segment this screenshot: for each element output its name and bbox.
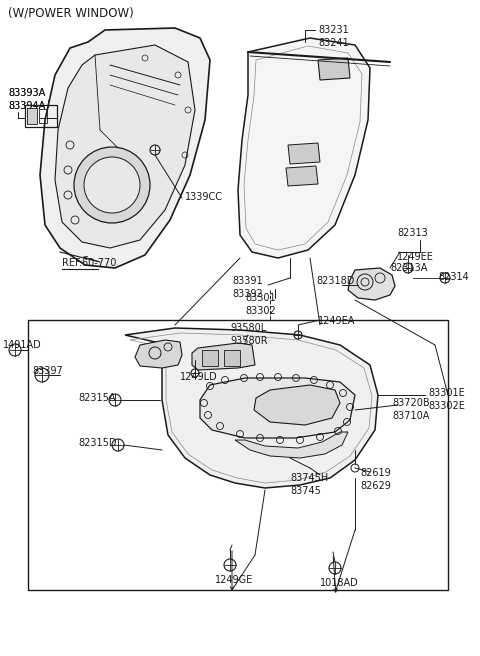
- Polygon shape: [224, 350, 240, 366]
- Polygon shape: [318, 58, 350, 80]
- Polygon shape: [348, 268, 395, 300]
- Bar: [27, 108, 37, 124]
- Text: 82313A: 82313A: [390, 263, 427, 273]
- Polygon shape: [55, 45, 195, 248]
- Text: (W/POWER WINDOW): (W/POWER WINDOW): [8, 6, 134, 19]
- Text: 83301E
83302E: 83301E 83302E: [428, 388, 465, 411]
- Text: 83397: 83397: [32, 366, 63, 376]
- Text: 1018AD: 1018AD: [320, 578, 359, 588]
- Text: 82313: 82313: [397, 228, 428, 238]
- Bar: [28, 320, 448, 590]
- Text: 82315A: 82315A: [78, 393, 116, 403]
- Text: 83745H
83745: 83745H 83745: [290, 473, 328, 496]
- Text: 82318D: 82318D: [316, 276, 354, 286]
- Text: 83393A
83394A: 83393A 83394A: [8, 88, 45, 112]
- Text: 82619
82629: 82619 82629: [360, 468, 391, 491]
- Text: 1249EE: 1249EE: [397, 252, 434, 262]
- Circle shape: [84, 157, 140, 213]
- Text: 83301
83302: 83301 83302: [245, 293, 276, 316]
- Text: REF.60-770: REF.60-770: [62, 258, 116, 268]
- Text: 83391
83392: 83391 83392: [232, 276, 263, 299]
- Text: 1249LD: 1249LD: [180, 372, 218, 382]
- Text: 83720B
83710A: 83720B 83710A: [392, 398, 430, 421]
- Text: 83393A
83394A: 83393A 83394A: [8, 88, 45, 112]
- Polygon shape: [238, 38, 370, 258]
- Text: 93580L
93580R: 93580L 93580R: [230, 323, 268, 346]
- Polygon shape: [192, 343, 255, 370]
- Text: 82315D: 82315D: [78, 438, 117, 448]
- Bar: [25, 105, 57, 127]
- Polygon shape: [235, 432, 348, 458]
- Text: 1491AD: 1491AD: [3, 340, 42, 350]
- Polygon shape: [202, 350, 218, 366]
- Text: 83231
83241: 83231 83241: [318, 25, 349, 48]
- Polygon shape: [254, 385, 340, 425]
- Text: 1249GE: 1249GE: [215, 575, 253, 585]
- Polygon shape: [135, 340, 182, 368]
- Polygon shape: [286, 166, 318, 186]
- Bar: [39, 109, 47, 123]
- Text: 1339CC: 1339CC: [185, 192, 223, 202]
- Text: 82314: 82314: [438, 272, 469, 282]
- Text: 1249EA: 1249EA: [318, 316, 355, 326]
- Polygon shape: [200, 378, 355, 438]
- Polygon shape: [40, 28, 210, 268]
- Polygon shape: [288, 143, 320, 164]
- Circle shape: [74, 147, 150, 223]
- Polygon shape: [125, 328, 378, 488]
